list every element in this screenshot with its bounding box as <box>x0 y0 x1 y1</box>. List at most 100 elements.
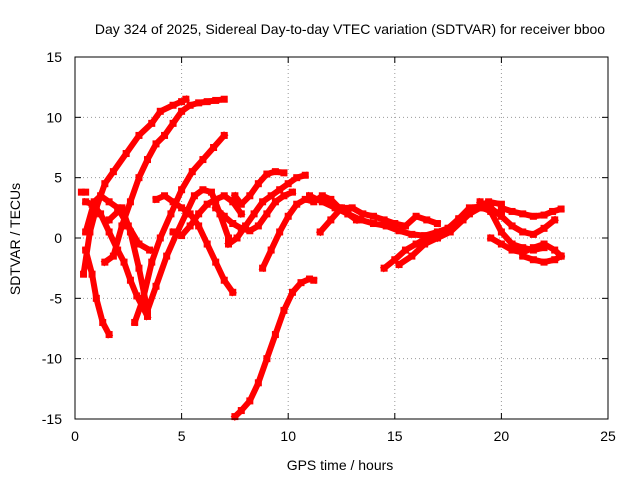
data-point <box>131 318 139 326</box>
data-point <box>156 234 164 242</box>
data-point <box>288 188 296 196</box>
data-point <box>186 222 194 230</box>
data-point <box>105 216 113 224</box>
data-point <box>344 210 352 218</box>
x-tick-label: 15 <box>387 428 403 444</box>
data-point <box>229 288 237 296</box>
data-point <box>263 355 271 363</box>
data-point <box>143 156 151 164</box>
data-point <box>297 279 305 287</box>
data-point <box>395 261 403 269</box>
data-point <box>433 228 441 236</box>
data-point <box>446 228 454 236</box>
data-point <box>231 413 239 421</box>
series-arc8 <box>152 192 237 297</box>
series-arc10 <box>211 188 297 235</box>
data-point <box>139 294 147 302</box>
data-point <box>540 211 548 219</box>
data-point <box>306 275 314 283</box>
data-point <box>327 216 335 224</box>
data-point <box>301 195 309 203</box>
data-point <box>487 204 495 212</box>
data-point <box>369 212 377 220</box>
x-axis: 0 5 10 15 20 25 <box>71 57 616 444</box>
series-line <box>224 171 309 249</box>
data-point <box>359 210 367 218</box>
series-line <box>211 188 297 234</box>
data-point <box>109 252 117 260</box>
data-point <box>529 244 537 252</box>
data-point <box>391 220 399 228</box>
data-point <box>210 144 218 151</box>
data-point <box>169 228 177 236</box>
data-point <box>237 407 245 415</box>
data-point <box>101 258 109 266</box>
data-point <box>220 212 228 220</box>
x-axis-label: GPS time / hours <box>287 457 394 473</box>
data-point <box>97 210 105 218</box>
data-point <box>487 234 495 242</box>
data-point <box>101 180 109 188</box>
data-point <box>195 222 203 230</box>
data-point <box>263 210 271 218</box>
data-point <box>316 228 324 236</box>
data-point <box>433 220 441 228</box>
data-point <box>412 240 420 248</box>
data-point <box>306 192 314 200</box>
data-point <box>161 192 169 200</box>
data-point <box>86 228 94 236</box>
chart-title: Day 324 of 2025, Sidereal Day-to-day VTE… <box>95 21 605 37</box>
data-point <box>178 98 186 106</box>
data-point <box>540 258 548 266</box>
data-point <box>246 227 254 235</box>
data-point <box>280 192 288 200</box>
data-point <box>551 256 559 264</box>
data-point <box>212 96 220 104</box>
data-point <box>178 232 186 240</box>
data-point <box>163 252 171 260</box>
data-point <box>288 288 296 296</box>
data-point <box>254 180 262 188</box>
data-point <box>271 198 279 206</box>
series-arc12 <box>230 275 318 421</box>
data-point <box>82 246 90 254</box>
data-point <box>97 192 105 200</box>
data-point <box>99 318 107 326</box>
data-point <box>195 99 203 107</box>
data-point <box>135 240 143 248</box>
data-point <box>497 240 505 248</box>
data-point <box>82 228 90 236</box>
data-point <box>105 228 113 236</box>
data-point <box>271 168 279 176</box>
data-point <box>391 256 399 264</box>
data-point <box>259 198 267 206</box>
data-point <box>529 256 537 264</box>
data-point <box>190 192 198 200</box>
data-point <box>293 174 301 182</box>
data-point <box>382 222 390 230</box>
series-arc20 <box>475 197 559 238</box>
data-point <box>508 240 516 248</box>
data-point <box>549 207 557 215</box>
data-point <box>203 240 211 248</box>
series-arc22 <box>497 204 565 220</box>
data-point <box>497 200 505 208</box>
data-point <box>338 204 345 212</box>
data-point <box>212 204 220 212</box>
data-point <box>92 294 100 302</box>
data-point <box>497 204 505 212</box>
data-point <box>143 312 151 320</box>
y-tick-label: 5 <box>54 170 62 186</box>
data-point <box>139 304 147 312</box>
data-point <box>88 200 96 208</box>
data-point <box>152 282 160 290</box>
data-point <box>237 200 245 208</box>
grid-lines <box>75 57 608 419</box>
data-point <box>348 204 356 212</box>
data-point <box>529 212 537 220</box>
data-point <box>182 95 190 103</box>
data-point <box>105 198 113 206</box>
data-point <box>508 222 516 230</box>
data-point <box>395 227 403 235</box>
data-point <box>280 169 288 177</box>
